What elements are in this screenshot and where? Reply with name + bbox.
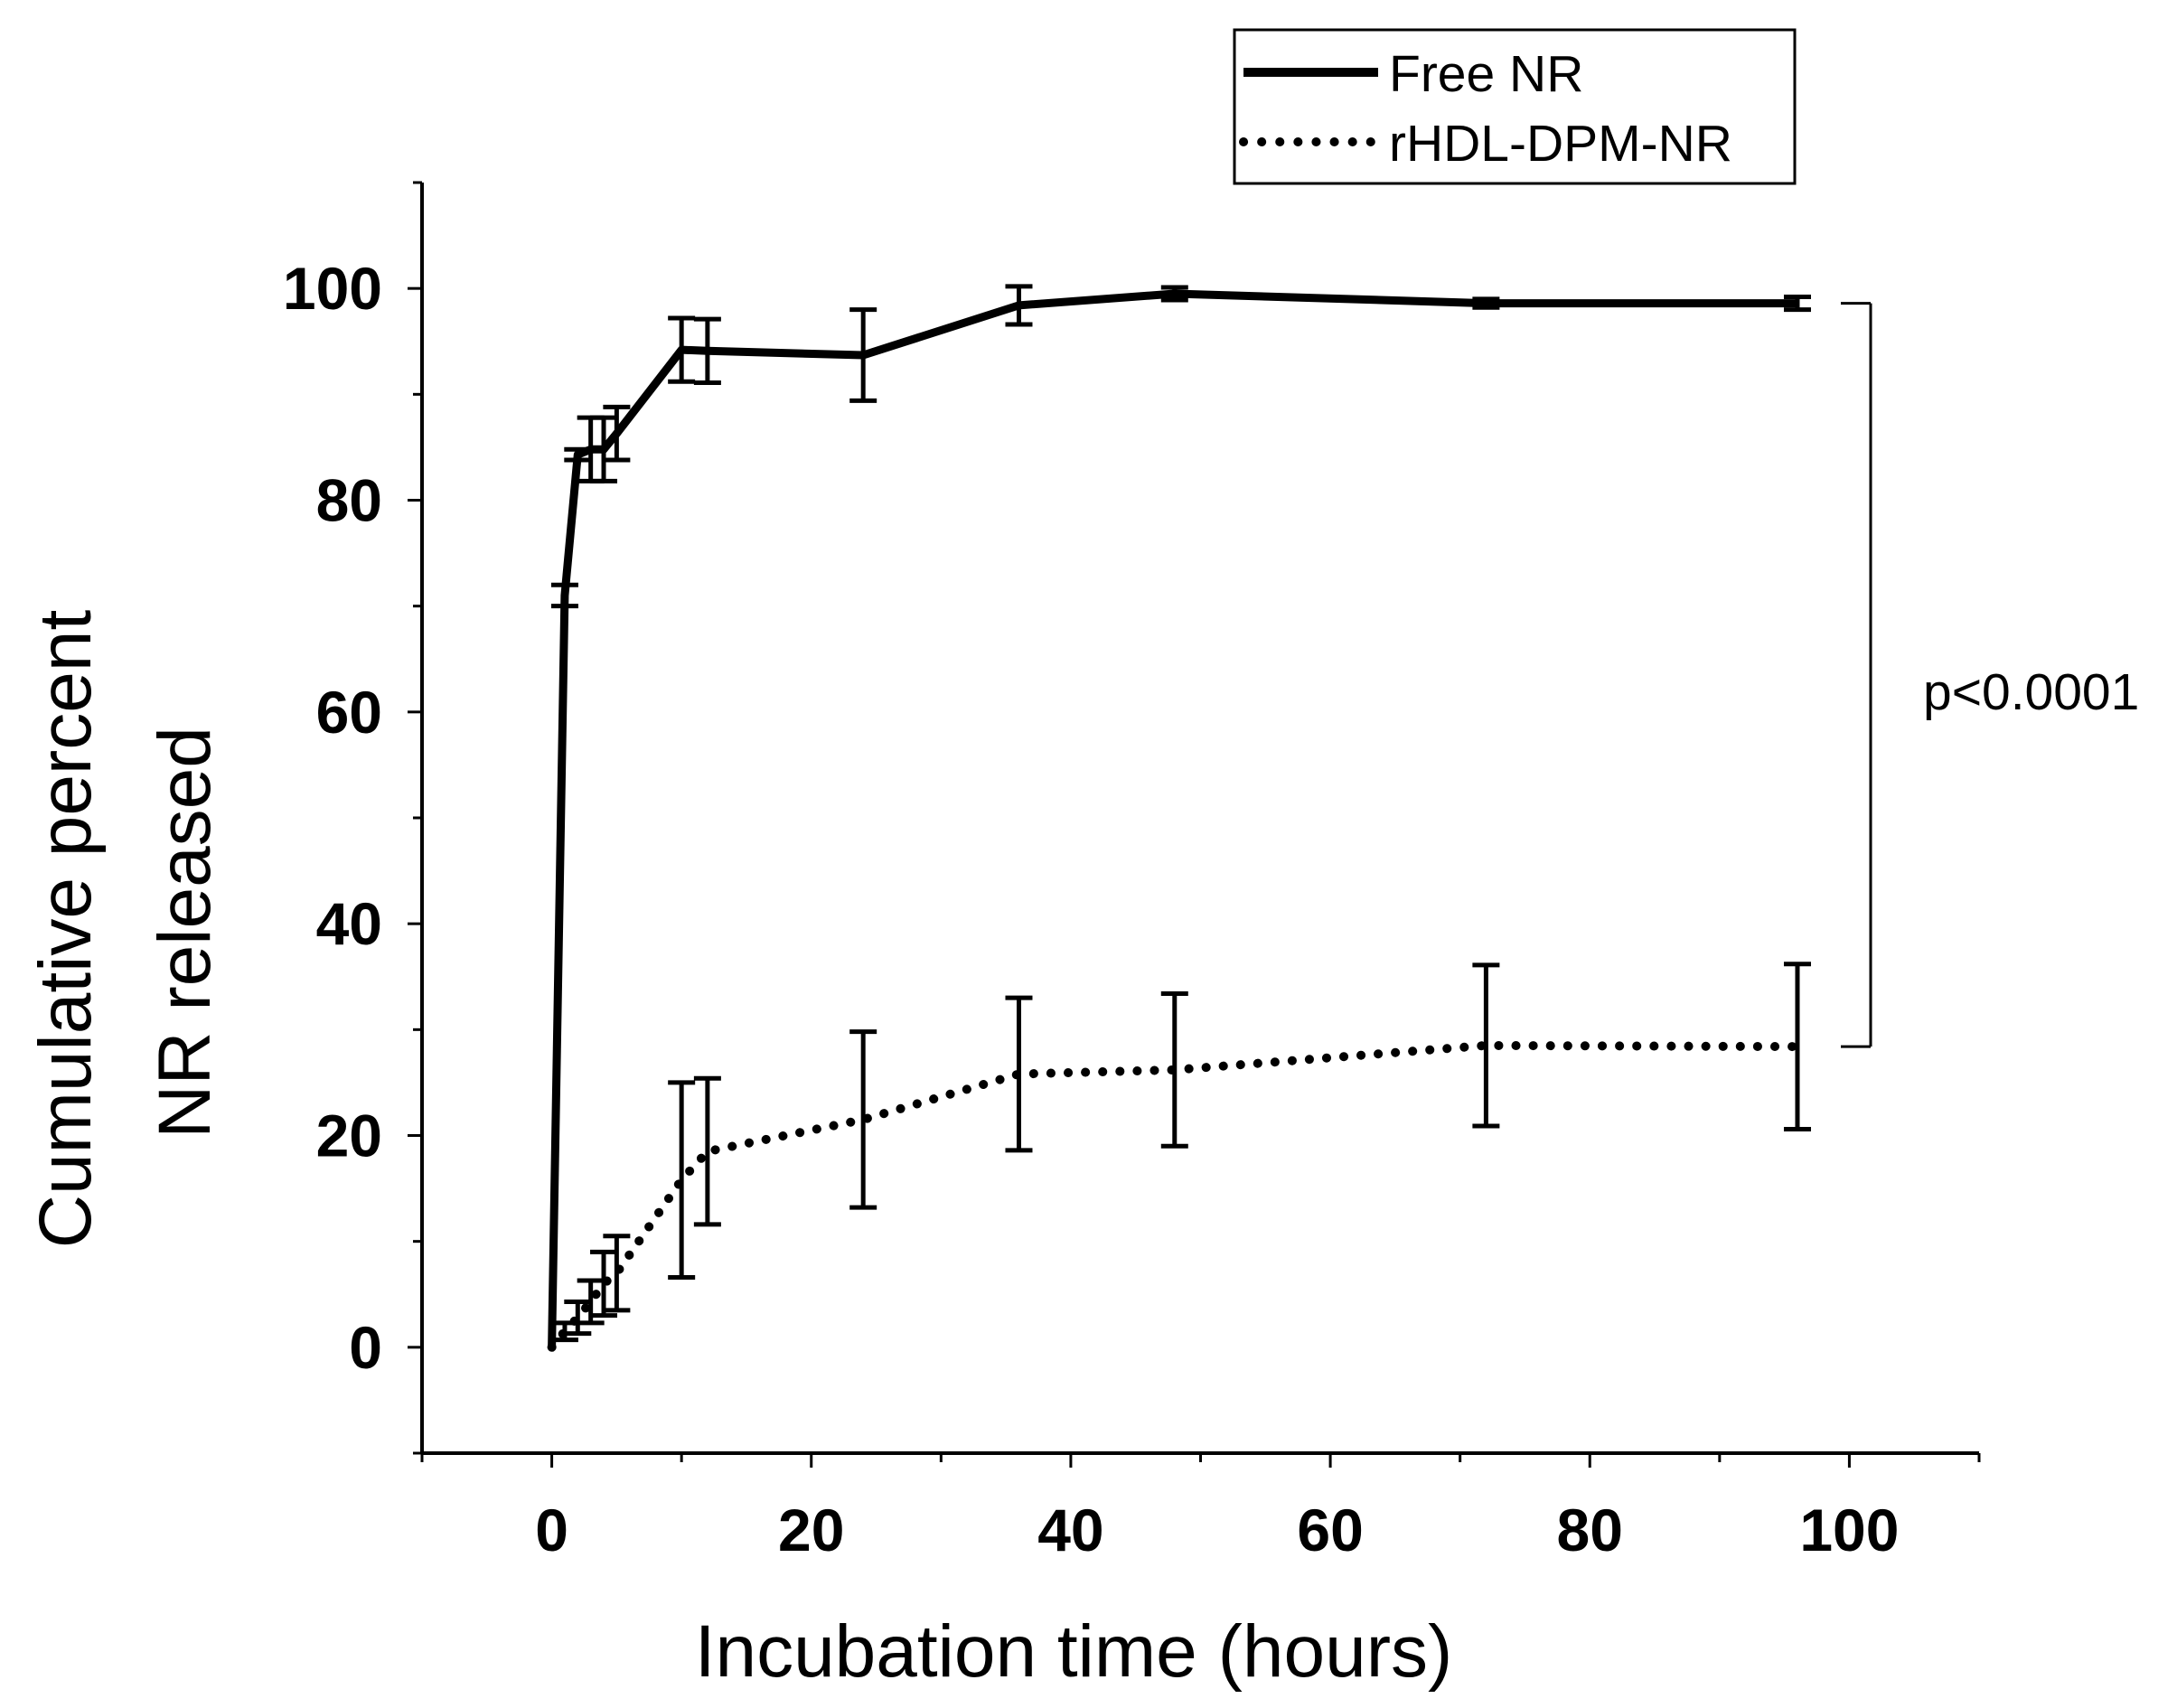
error-bar-rhdl-dpm-nr — [590, 1249, 618, 1319]
p-value-annotation: p<0.0001 — [1923, 663, 2139, 721]
plot-area — [547, 284, 1811, 1352]
error-bar-rhdl-dpm-nr — [1783, 962, 1811, 1131]
legend: Free NR rHDL-DPM-NR — [1233, 28, 1797, 185]
x-tick-label: 0 — [535, 1497, 568, 1563]
error-bar-free-nr — [668, 315, 696, 384]
y-tick-label: 60 — [316, 679, 382, 746]
error-bar-free-nr — [1472, 296, 1500, 310]
x-tick-label: 40 — [1037, 1497, 1103, 1563]
error-bar-rhdl-dpm-nr — [693, 1075, 721, 1227]
y-tick-label: 0 — [349, 1314, 382, 1381]
y-axis-title-line-1: Cumulative percent — [24, 610, 107, 1249]
error-bar-free-nr — [693, 316, 721, 385]
error-bar-free-nr — [603, 404, 631, 463]
error-bar-free-nr — [590, 415, 618, 483]
error-bar-rhdl-dpm-nr — [1472, 962, 1500, 1129]
x-tick-label: 60 — [1297, 1497, 1363, 1563]
x-tick-label: 80 — [1557, 1497, 1623, 1563]
y-tick-label: 80 — [316, 467, 382, 534]
legend-label-rhdl-dpm-nr: rHDL-DPM-NR — [1389, 115, 1732, 173]
error-bar-rhdl-dpm-nr — [849, 1029, 877, 1210]
error-bar-free-nr — [849, 307, 877, 403]
error-bar-rhdl-dpm-nr — [1160, 990, 1188, 1149]
x-tick-label: 100 — [1799, 1497, 1899, 1563]
error-bar-free-nr — [550, 582, 578, 609]
legend-label-free-nr: Free NR — [1389, 45, 1583, 103]
y-tick-label: 40 — [316, 890, 382, 957]
y-axis-title-line-2: NR released — [144, 727, 226, 1139]
axes: 0 20 40 60 80 100 0 20 40 60 80 100 — [283, 181, 1981, 1563]
error-bar-free-nr — [1005, 284, 1033, 327]
significance-bracket — [1841, 302, 1872, 1048]
error-bar-rhdl-dpm-nr — [1005, 995, 1033, 1153]
error-bar-free-nr — [564, 446, 592, 463]
x-tick-label: 20 — [778, 1497, 844, 1563]
error-bar-rhdl-dpm-nr — [668, 1080, 696, 1281]
error-bar-free-nr — [1160, 285, 1188, 303]
error-bar-rhdl-dpm-nr — [564, 1299, 592, 1337]
error-bar-free-nr — [1783, 295, 1811, 313]
x-axis-title: Incubation time (hours) — [695, 1610, 1453, 1693]
y-tick-label: 100 — [283, 255, 382, 322]
error-bar-rhdl-dpm-nr — [603, 1234, 631, 1313]
y-tick-label: 20 — [316, 1103, 382, 1169]
legend-box — [1233, 28, 1797, 185]
series-line-free-nr — [548, 289, 1797, 1347]
